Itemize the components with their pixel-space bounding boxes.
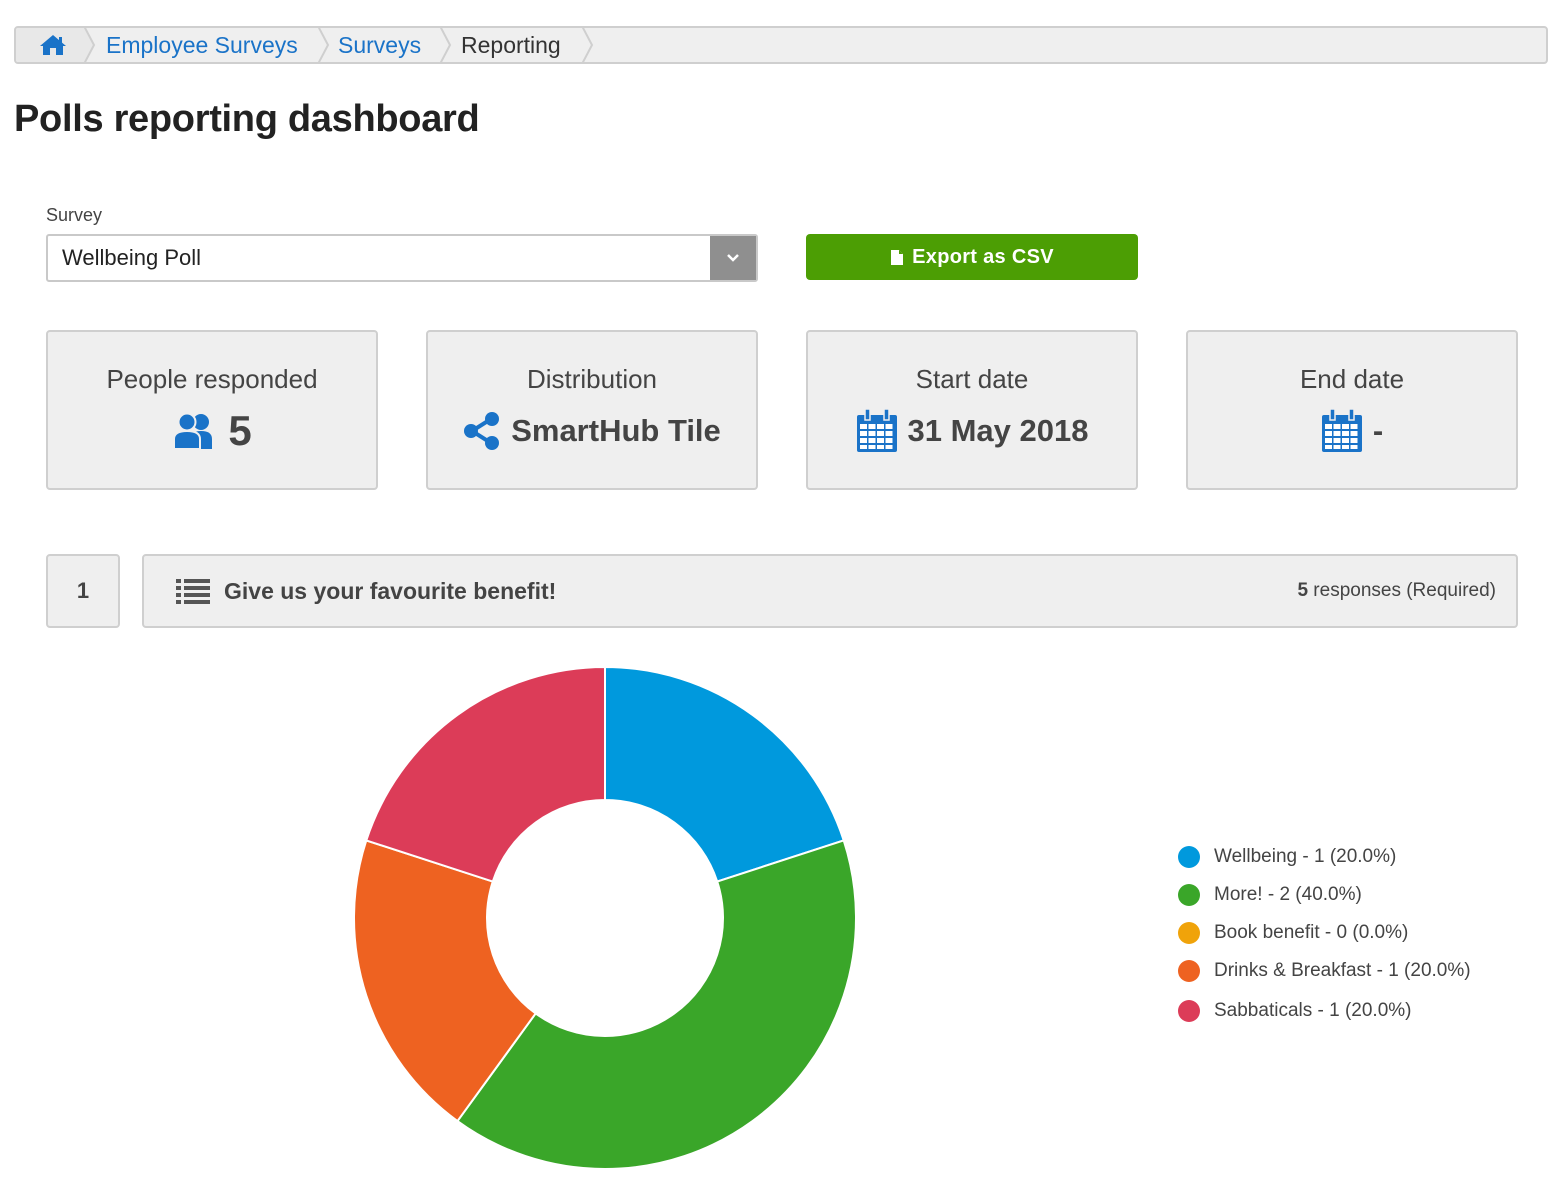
end-date-value: - [1372, 413, 1384, 448]
question-number: 1 [46, 554, 120, 628]
question-responses: 5 responses (Required) [1297, 556, 1496, 626]
start-date-label: Start date [915, 364, 1029, 394]
legend-item[interactable]: Wellbeing - 1 (20.0%) [1176, 838, 1396, 876]
breadcrumb-separator [440, 28, 452, 62]
distribution-label: Distribution [526, 364, 658, 394]
legend-label: Book benefit - 0 (0.0%) [1214, 922, 1409, 943]
end-date-card: End date - [1186, 330, 1518, 490]
legend-color-dot [1178, 960, 1200, 982]
people-responded-label: People responded [106, 364, 318, 394]
end-date-label: End date [1299, 364, 1405, 394]
breadcrumb-home[interactable] [16, 28, 84, 62]
distribution-card: Distribution SmartHub Tile [426, 330, 758, 490]
legend-label: More! - 2 (40.0%) [1214, 884, 1362, 905]
breadcrumb-separator [84, 28, 96, 62]
breadcrumb: Employee Surveys Surveys Reporting [14, 26, 1548, 64]
response-suffix: responses (Required) [1308, 580, 1496, 601]
home-icon [40, 35, 66, 55]
legend-label: Drinks & Breakfast - 1 (20.0%) [1214, 960, 1471, 981]
legend-item[interactable]: More! - 2 (40.0%) [1176, 876, 1362, 914]
page-title: Polls reporting dashboard [14, 98, 480, 140]
donut-slice-more[interactable] [456, 839, 857, 1170]
legend-item[interactable]: Sabbaticals - 1 (20.0%) [1176, 992, 1412, 1030]
calendar-icon [1321, 409, 1362, 452]
users-icon [173, 412, 213, 450]
breadcrumb-separator [582, 28, 594, 62]
export-csv-button[interactable]: Export as CSV [806, 234, 1138, 280]
donut-slice-sabbaticals[interactable] [365, 665, 606, 883]
survey-select-value: Wellbeing Poll [62, 245, 202, 270]
question-text: Give us your favourite benefit! [224, 578, 557, 604]
response-count: 5 [1297, 580, 1309, 601]
export-csv-label: Export as CSV [912, 245, 1054, 268]
legend-label: Wellbeing - 1 (20.0%) [1214, 846, 1397, 867]
legend-item[interactable]: Drinks & Breakfast - 1 (20.0%) [1176, 952, 1471, 990]
start-date-card: Start date 31 May 2018 [806, 330, 1138, 490]
list-icon [176, 579, 210, 604]
start-date-value: 31 May 2018 [907, 413, 1089, 448]
donut-slice-drinks-breakfast[interactable] [353, 839, 538, 1123]
share-icon [464, 412, 500, 450]
breadcrumb-separator [318, 28, 330, 62]
legend-color-dot [1178, 884, 1200, 906]
survey-label: Survey [46, 205, 103, 225]
survey-select[interactable]: Wellbeing Poll [46, 234, 758, 282]
question-header[interactable]: Give us your favourite benefit! 5 respon… [142, 554, 1518, 628]
calendar-icon [856, 409, 897, 452]
donut-slice-wellbeing[interactable] [604, 665, 845, 883]
breadcrumb-employee-surveys[interactable]: Employee Surveys [106, 31, 298, 58]
people-responded-value: 5 [228, 407, 252, 454]
legend-color-dot [1178, 846, 1200, 868]
legend-label: Sabbaticals - 1 (20.0%) [1214, 1000, 1412, 1021]
chevron-down-icon[interactable] [710, 236, 756, 280]
distribution-value: SmartHub Tile [511, 413, 721, 448]
breadcrumb-surveys[interactable]: Surveys [338, 31, 422, 58]
file-icon [891, 249, 904, 265]
breadcrumb-reporting: Reporting [461, 31, 561, 58]
people-responded-card: People responded 5 [46, 330, 378, 490]
legend-color-dot [1178, 922, 1200, 944]
legend-color-dot [1178, 1000, 1200, 1022]
legend-item[interactable]: Book benefit - 0 (0.0%) [1176, 914, 1408, 952]
